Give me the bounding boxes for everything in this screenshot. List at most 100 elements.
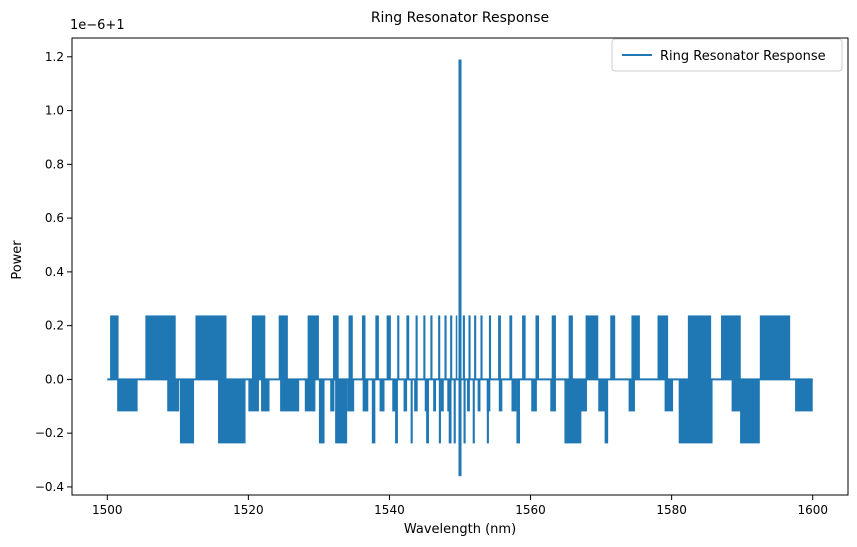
series-band-low xyxy=(433,379,437,412)
y-offset-label: 1e−6+1 xyxy=(70,18,125,33)
y-tick-label: 0.6 xyxy=(45,211,64,225)
series-band-high xyxy=(444,315,447,380)
series-band-high xyxy=(455,315,458,380)
series-band-high xyxy=(195,315,227,380)
series-band-high xyxy=(759,315,791,380)
series-band-low xyxy=(414,379,418,412)
series-band-high xyxy=(361,315,366,380)
series-band-high xyxy=(585,315,599,380)
series-band-high xyxy=(406,315,410,380)
series-band-low xyxy=(167,379,180,412)
x-tick-label: 1500 xyxy=(92,503,123,517)
series-band-low xyxy=(362,379,369,412)
series-band-low xyxy=(447,379,451,412)
series-band-low xyxy=(467,379,470,412)
series-band-high xyxy=(145,315,176,380)
series-band-high xyxy=(488,315,492,380)
series-band-low-deep xyxy=(318,379,325,444)
series-band-low xyxy=(628,379,635,412)
series-resonance-peak xyxy=(458,59,462,477)
series-band-low xyxy=(330,379,335,412)
series-band-high xyxy=(397,315,400,380)
y-tick-label: 0.0 xyxy=(45,372,64,386)
x-tick-label: 1580 xyxy=(656,503,687,517)
series-band-low-deep xyxy=(472,379,475,444)
series-band-high xyxy=(721,315,741,380)
series-band-low-deep xyxy=(335,379,348,444)
y-tick-label: 0.2 xyxy=(45,319,64,333)
series-band-high xyxy=(462,315,465,380)
series-band-low-deep xyxy=(516,379,520,444)
series-band-high xyxy=(333,315,339,380)
series-band-high xyxy=(610,315,616,380)
series-band-low xyxy=(440,379,444,412)
series-band-low xyxy=(598,379,607,412)
series-band-high xyxy=(468,315,471,380)
series-band-low-deep xyxy=(604,379,609,444)
series-band-low-deep xyxy=(486,379,489,444)
y-tick-label: −0.4 xyxy=(35,480,64,494)
plot-area xyxy=(107,59,813,477)
legend-box xyxy=(611,38,843,72)
series-band-low xyxy=(795,379,813,412)
series-band-high xyxy=(415,315,418,380)
series-band-low-deep xyxy=(395,379,398,444)
series-band-high xyxy=(251,315,266,380)
series-band-high xyxy=(307,315,319,380)
series-band-high xyxy=(474,315,477,380)
series-band-high xyxy=(438,315,441,380)
series-band-high xyxy=(375,315,379,380)
series-band-low xyxy=(248,379,259,412)
series-band-high xyxy=(348,315,353,380)
axes-frame xyxy=(71,37,849,496)
series-band-high xyxy=(535,315,540,380)
series-band-high xyxy=(450,315,453,380)
series-band-low-deep xyxy=(740,379,760,444)
series-band-high xyxy=(480,315,483,380)
series-band-high xyxy=(423,315,426,380)
y-axis-label: Power xyxy=(10,240,25,280)
y-tick-label: 1.2 xyxy=(45,50,64,64)
chart-title: Ring Resonator Response xyxy=(371,10,549,26)
series-band-high xyxy=(430,315,433,380)
series-band-high xyxy=(657,315,669,380)
series-band-low xyxy=(280,379,300,412)
series-band-low-deep xyxy=(448,379,452,444)
legend-label-ring-resonator-response: Ring Resonator Response xyxy=(660,49,826,64)
y-axis-ticks: −0.4 −0.2 0.0 0.2 0.4 0.6 0.8 1.0 1.2 xyxy=(35,50,72,494)
series-band-low xyxy=(392,379,397,412)
x-axis-ticks: 1500 1520 1540 1560 1580 1600 xyxy=(92,495,828,517)
x-tick-label: 1600 xyxy=(797,503,828,517)
series-band-high xyxy=(687,315,712,380)
series-band-low-deep xyxy=(371,379,376,444)
y-tick-label: 1.0 xyxy=(45,104,64,118)
series-band-low-deep xyxy=(218,379,246,444)
series-band-high xyxy=(551,315,556,380)
y-tick-label: 0.4 xyxy=(45,265,64,279)
series-band-high xyxy=(631,315,640,380)
series-band-low xyxy=(261,379,270,412)
series-band-low-deep xyxy=(564,379,582,444)
series-band-low xyxy=(117,379,138,412)
series-band-low xyxy=(550,379,556,412)
series-band-low-deep xyxy=(463,379,466,444)
x-tick-label: 1560 xyxy=(515,503,546,517)
series-band-low-deep xyxy=(453,379,456,444)
series-band-low xyxy=(403,379,408,412)
series-band-low-deep xyxy=(438,379,441,444)
series-band-high xyxy=(278,315,288,380)
series-band-low xyxy=(664,379,674,412)
series-band-low-deep xyxy=(179,379,195,444)
series-band-high xyxy=(386,315,391,380)
series-band-high xyxy=(110,315,119,380)
series-band-low xyxy=(477,379,481,412)
x-tick-label: 1540 xyxy=(374,503,405,517)
series-band-high xyxy=(568,315,573,380)
y-tick-label: −0.2 xyxy=(35,426,64,440)
series-band-low xyxy=(379,379,385,412)
series-band-low xyxy=(731,379,743,412)
series-band-low-deep xyxy=(410,379,413,444)
series-band-high xyxy=(498,315,501,380)
legend: Ring Resonator Response xyxy=(611,38,843,72)
series-band-low xyxy=(498,379,503,412)
